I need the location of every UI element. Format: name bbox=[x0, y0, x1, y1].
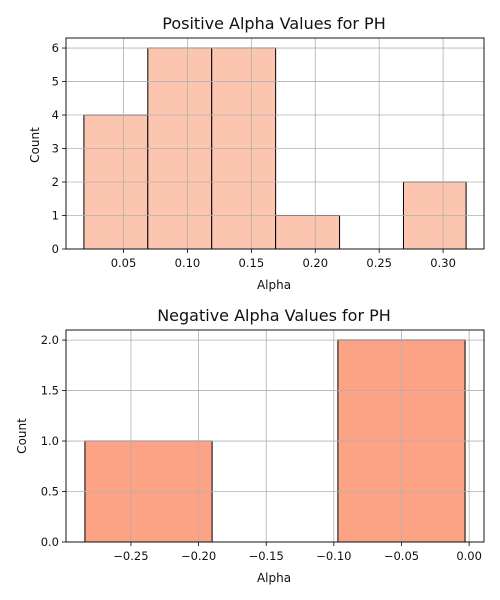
y-tick-label: 0.0 bbox=[41, 535, 59, 549]
y-tick-label: 4 bbox=[52, 108, 59, 122]
y-tick-label: 3 bbox=[52, 142, 59, 156]
histogram-bar bbox=[275, 215, 341, 250]
y-tick-label: 6 bbox=[52, 41, 59, 55]
grid bbox=[66, 38, 484, 250]
y-tick-label: 1 bbox=[52, 209, 59, 223]
y-axis-label: Count bbox=[28, 127, 42, 163]
positive-alpha-chart: 0.05 0.10 0.15 0.20 0.25 0.30 0 1 2 3 4 5 6 bbox=[52, 37, 485, 270]
x-tick-label: −0.05 bbox=[384, 549, 419, 563]
y-tick-label: 2.0 bbox=[41, 333, 59, 347]
x-tick-label: 0.05 bbox=[111, 256, 137, 270]
x-tick-label: 0.10 bbox=[175, 256, 201, 270]
y-tick-label: 2 bbox=[52, 175, 59, 189]
y-tick-label: 0.5 bbox=[41, 485, 59, 499]
plot-frame bbox=[65, 37, 485, 250]
plot-frame bbox=[65, 329, 485, 543]
x-tick-label: 0.15 bbox=[239, 256, 265, 270]
x-axis-label: Alpha bbox=[257, 571, 291, 585]
y-tick-label: 0 bbox=[52, 242, 59, 256]
x-axis-label: Alpha bbox=[257, 278, 291, 292]
x-tick-label: 0.25 bbox=[366, 256, 392, 270]
y-tick-label: 1.0 bbox=[41, 434, 59, 448]
x-tick-label: 0.30 bbox=[430, 256, 456, 270]
x-tick-label: −0.10 bbox=[316, 549, 351, 563]
axes: 0.05 0.10 0.15 0.20 0.25 0.30 0 1 2 3 4 5 6 bbox=[52, 37, 485, 270]
chart-title: Negative Alpha Values for PH bbox=[157, 306, 391, 325]
chart-title: Positive Alpha Values for PH bbox=[162, 14, 385, 33]
x-tick-label: 0.20 bbox=[302, 256, 328, 270]
negative-alpha-chart: −0.25 −0.20 −0.15 −0.10 −0.05 0.00 0.0 0.5 1.0 1.… bbox=[41, 329, 485, 563]
axes: −0.25 −0.20 −0.15 −0.10 −0.05 0.00 0.0 0.5 1.0 1.… bbox=[41, 329, 485, 563]
y-tick-label: 1.5 bbox=[41, 384, 59, 398]
x-tick-label: −0.15 bbox=[249, 549, 284, 563]
x-tick-label: −0.20 bbox=[181, 549, 216, 563]
x-tick-label: 0.00 bbox=[456, 549, 482, 563]
y-axis-label: Count bbox=[15, 418, 29, 454]
y-tick-label: 5 bbox=[52, 75, 59, 89]
x-tick-label: −0.25 bbox=[113, 549, 148, 563]
